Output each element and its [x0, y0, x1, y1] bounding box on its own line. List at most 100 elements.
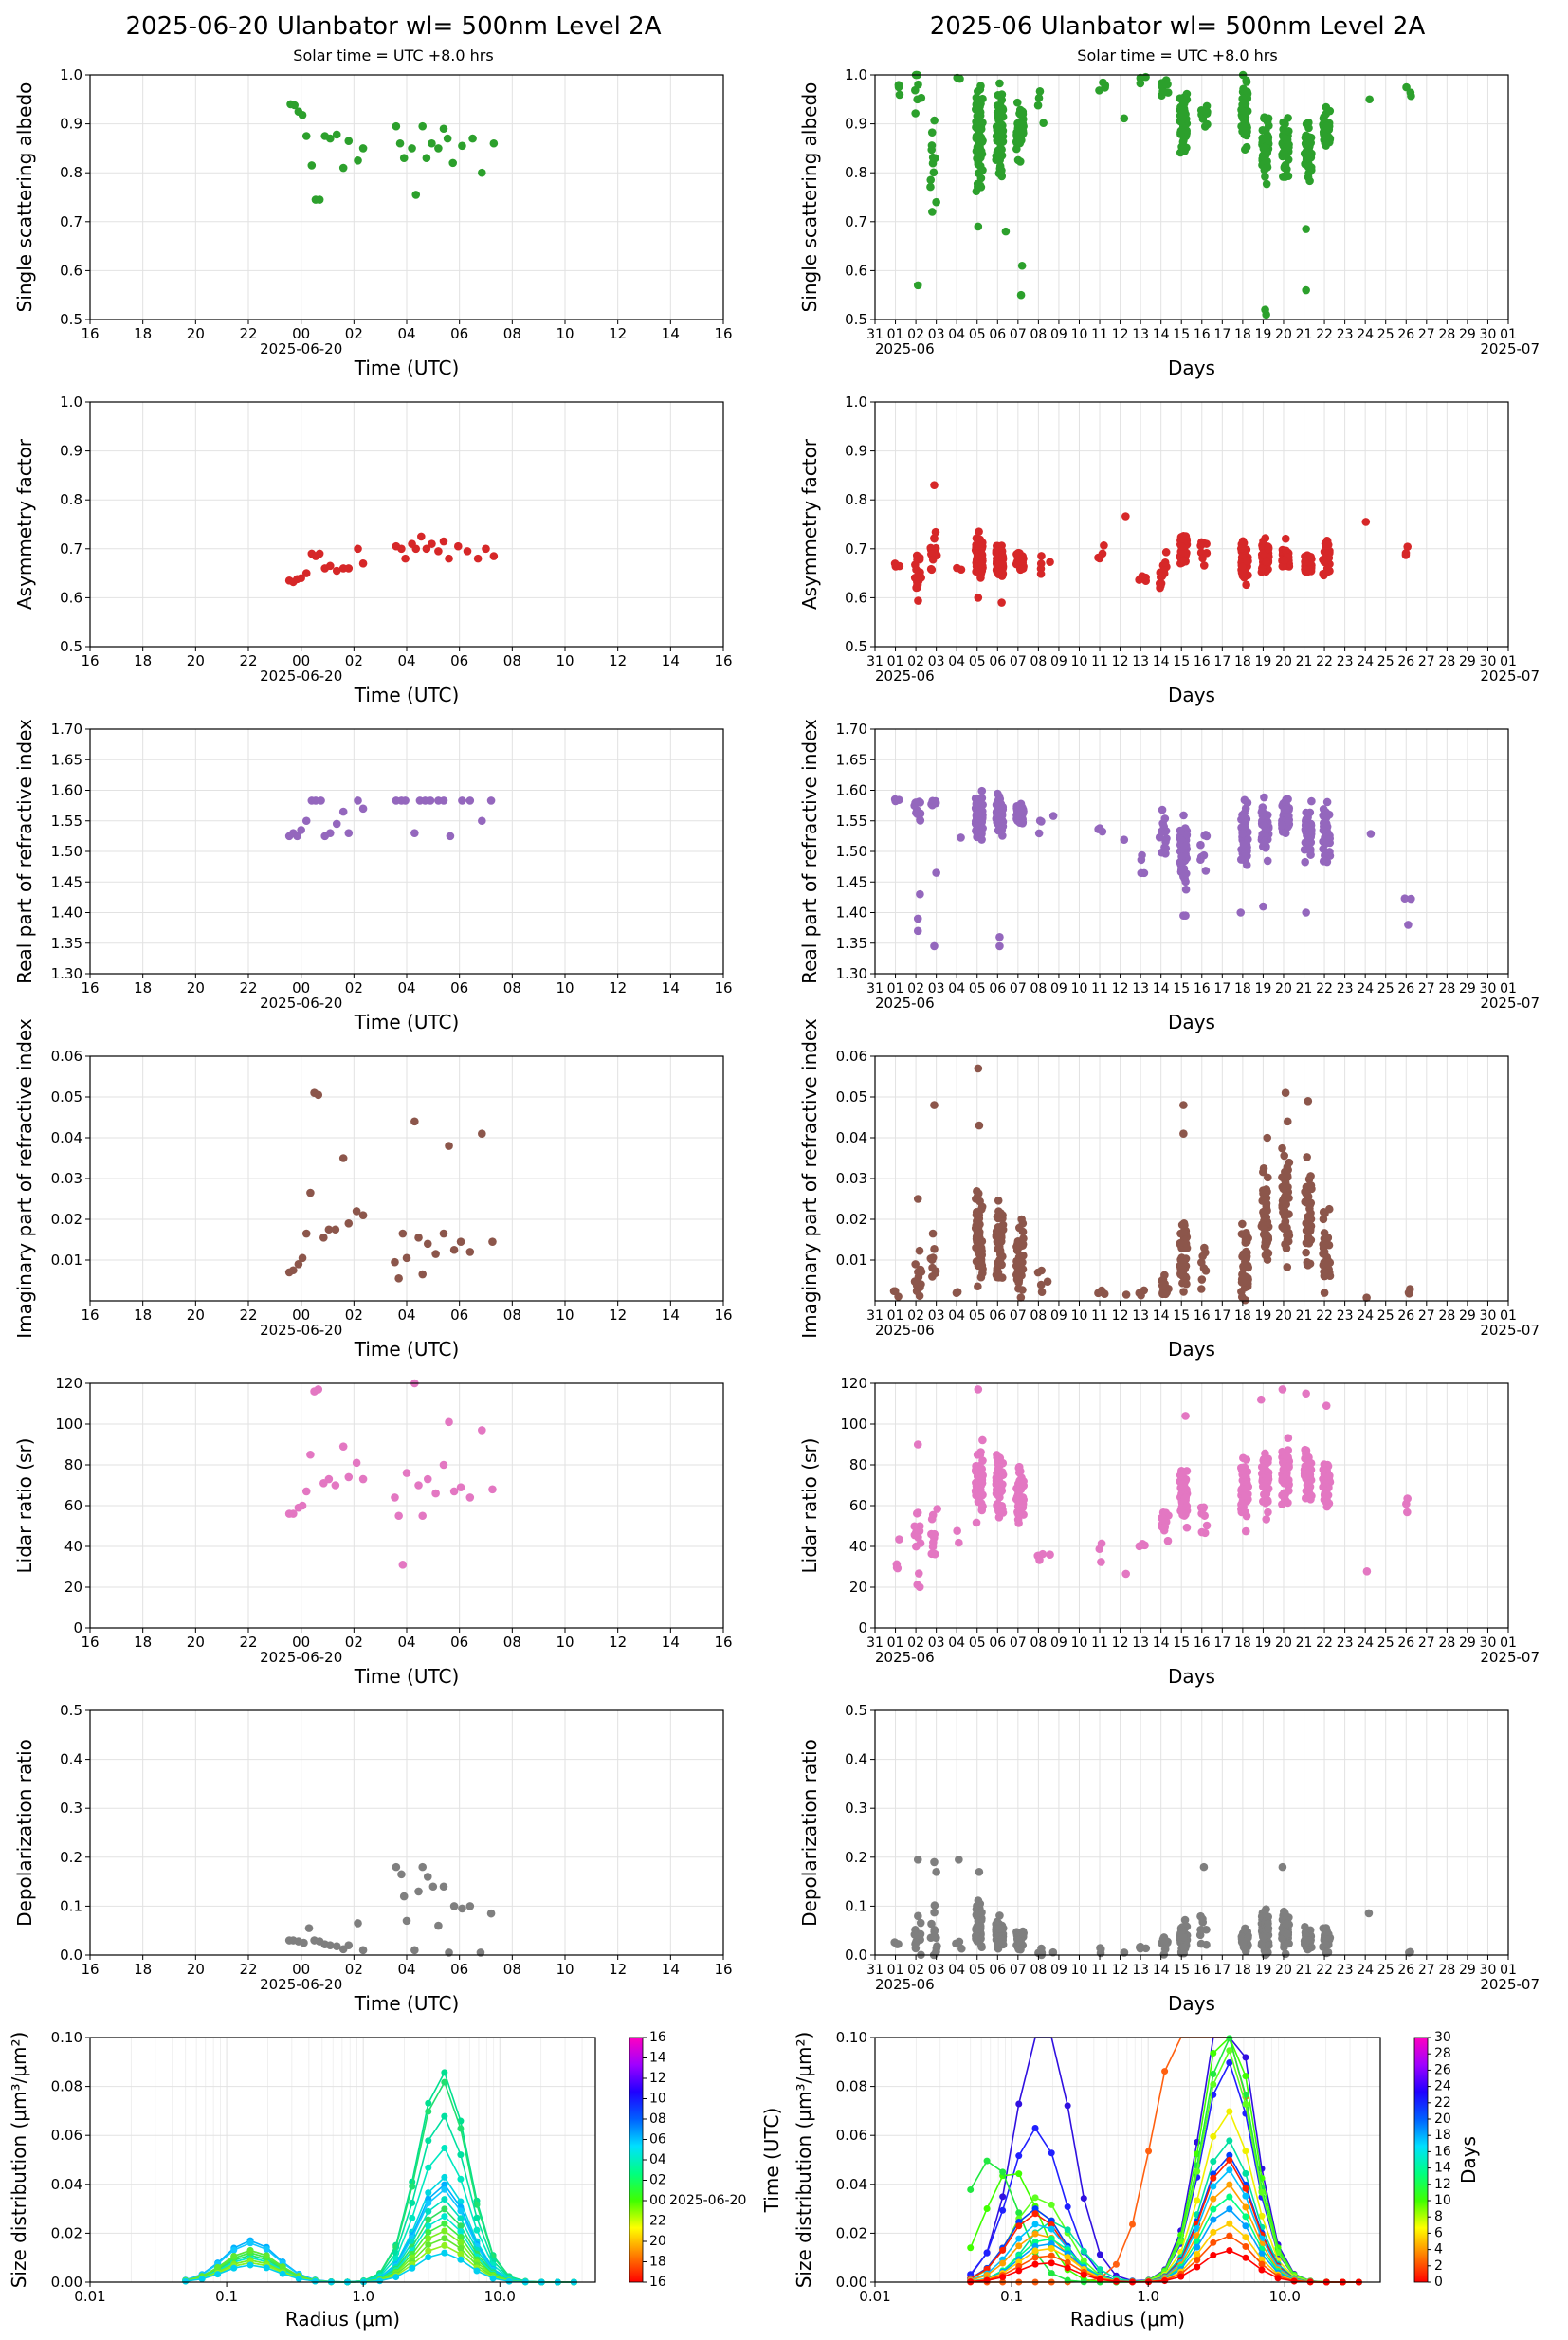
data-point	[1302, 225, 1310, 233]
data-point	[439, 124, 448, 134]
data-point	[1015, 1258, 1025, 1268]
tick-label-x: 20	[1275, 1636, 1292, 1651]
psd-series-point	[489, 2275, 497, 2282]
data-point	[1199, 561, 1209, 570]
tick-label-x: 00	[292, 979, 310, 996]
colorbar-tick-label: 06	[649, 2132, 666, 2148]
data-point	[297, 574, 305, 583]
data-point	[972, 147, 981, 155]
chart-depol-month: 31 01 02 03 04 05 06 07 08 09 10 11 12 13 14 15 16 17 18 19…	[798, 1702, 1540, 2015]
tick-label-y: 100	[840, 1416, 867, 1433]
tick-label-x: 21	[1296, 1308, 1313, 1324]
data-point	[1260, 1225, 1269, 1234]
psd-series-point	[1080, 2195, 1087, 2203]
tick-label-x: 25	[1377, 654, 1395, 669]
data-point	[995, 933, 1004, 941]
data-point	[1033, 101, 1043, 110]
tick-label-x: 08	[503, 1634, 521, 1651]
psd-series-point	[967, 2185, 975, 2193]
tick-label-y: 0.8	[60, 491, 82, 508]
psd-series-point	[1242, 2054, 1249, 2061]
data-point	[1304, 146, 1313, 155]
data-point	[1035, 1556, 1044, 1564]
data-point	[1320, 1229, 1329, 1237]
data-point	[332, 130, 341, 139]
data-point	[289, 1509, 298, 1518]
data-point	[1263, 148, 1272, 156]
tick-label-x: 05	[969, 654, 986, 669]
tick-label-x: 00	[292, 1961, 310, 1978]
tick-label-x: 29	[1459, 654, 1476, 669]
data-point	[977, 1908, 986, 1917]
data-point	[994, 1273, 1003, 1282]
data-point	[1283, 1117, 1292, 1126]
data-point	[1322, 564, 1332, 573]
data-point	[290, 101, 300, 110]
data-point	[1300, 1939, 1309, 1948]
data-point	[995, 1911, 1004, 1920]
data-point	[1137, 868, 1146, 878]
data-point	[1324, 1204, 1334, 1214]
tick-label-x: 05	[969, 1308, 986, 1324]
data-point	[977, 166, 986, 174]
data-point	[927, 1254, 936, 1264]
data-point	[995, 149, 1004, 157]
psd-series-point	[441, 2181, 448, 2188]
tick-label-y: 0.10	[51, 2029, 82, 2046]
tick-label-x: 22	[1316, 981, 1333, 996]
tick-sublabel-left: 2025-06	[875, 340, 935, 357]
data-point	[953, 563, 961, 573]
data-point	[1241, 1238, 1250, 1247]
tick-label-y: 0.9	[845, 116, 867, 133]
left-title: 2025-06-20 Ulanbator wl= 500nm Level 2A	[126, 12, 662, 41]
tick-label-x: 01	[1500, 1636, 1517, 1651]
tick-sublabel-left: 2025-06	[875, 1649, 935, 1666]
tick-label-y: 1.55	[836, 813, 867, 830]
psd-series-point	[441, 2227, 448, 2235]
data-point	[294, 1260, 303, 1269]
axis-label-y: Size distribution (μm³/μm²)	[8, 2032, 30, 2289]
tick-label-y: 0.9	[845, 443, 867, 460]
tick-sublabel-right: 2025-07	[1480, 340, 1540, 357]
tick-label-x: 27	[1418, 1963, 1435, 1978]
data-point	[1017, 261, 1027, 270]
tick-label-x: 21	[1296, 327, 1313, 342]
data-point	[1283, 1171, 1292, 1180]
tick-label-x: 14	[662, 1961, 680, 1978]
tick-label-y: 0.05	[836, 1088, 867, 1106]
data-point	[975, 527, 983, 536]
data-point	[1259, 902, 1267, 911]
data-point	[1238, 829, 1247, 838]
tick-label-x: 31	[866, 1636, 884, 1651]
tick-label-x: 10.0	[484, 2288, 516, 2305]
data-point	[997, 1252, 1006, 1261]
tick-label-x: 02	[345, 1961, 363, 1978]
psd-series-point	[441, 2249, 448, 2257]
tick-label-y: 0.6	[60, 262, 82, 279]
data-point	[1121, 1569, 1130, 1579]
tick-label-y: 0.0	[60, 1947, 82, 1964]
tick-label-y: 1.40	[836, 905, 867, 922]
tick-sublabel-left: 2025-06	[875, 1976, 935, 1993]
data-point	[1036, 559, 1046, 568]
data-point	[354, 544, 362, 554]
psd-series-point	[457, 2239, 465, 2247]
tick-label-x: 16	[714, 1307, 732, 1324]
data-point	[1281, 534, 1290, 543]
data-point	[1301, 1493, 1310, 1503]
data-point	[890, 795, 900, 804]
data-point	[1259, 537, 1267, 546]
psd-series-point	[983, 2157, 991, 2165]
axis-label-y: Real part of refractive index	[798, 719, 821, 984]
axis-label-y: Single scattering albedo	[13, 82, 36, 313]
data-point	[1100, 541, 1108, 550]
data-point	[1257, 563, 1267, 573]
psd-series-point	[263, 2252, 270, 2259]
data-point	[1239, 572, 1249, 581]
data-point	[1302, 908, 1310, 917]
tick-label-x: 16	[714, 652, 732, 669]
tick-label-x: 02	[345, 325, 363, 342]
psd-series-point	[441, 2205, 448, 2213]
tick-label-x: 06	[989, 654, 1006, 669]
psd-series-point	[214, 2263, 222, 2271]
